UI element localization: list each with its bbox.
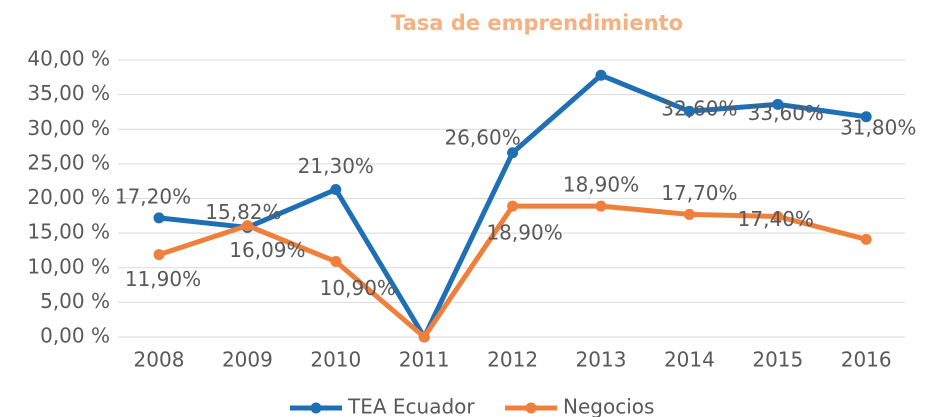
point xyxy=(683,105,695,117)
data-label: 33,60% xyxy=(748,101,824,125)
y-tick-label: 35,00 % xyxy=(27,81,110,105)
point xyxy=(330,183,342,195)
x-tick-label: 2014 xyxy=(664,348,715,372)
data-label: 18,90% xyxy=(486,221,562,245)
data-label: 17,40% xyxy=(738,207,814,231)
data-label: 16,09% xyxy=(229,238,305,262)
x-tick-label: 2010 xyxy=(310,348,361,372)
data-label: 15,82% xyxy=(205,200,281,224)
data-label: 17,20% xyxy=(115,184,191,208)
point xyxy=(595,200,607,212)
point xyxy=(153,212,165,224)
point xyxy=(330,256,342,268)
legend-marker xyxy=(310,402,322,414)
point xyxy=(595,69,607,81)
x-tick-label: 2016 xyxy=(841,348,892,372)
point xyxy=(860,233,872,245)
point xyxy=(860,111,872,123)
point xyxy=(683,208,695,220)
data-label: 32,60% xyxy=(661,97,737,121)
y-tick-label: 10,00 % xyxy=(27,254,110,278)
point xyxy=(772,211,784,223)
x-tick-label: 2013 xyxy=(576,348,627,372)
point xyxy=(153,249,165,261)
legend-label: TEA Ecuador xyxy=(347,395,475,417)
chart-title: Tasa de emprendimiento xyxy=(391,11,683,35)
point xyxy=(507,147,519,159)
legend-marker xyxy=(525,402,537,414)
x-tick-label: 2008 xyxy=(134,348,185,372)
point xyxy=(772,98,784,110)
data-label: 18,90% xyxy=(563,173,639,197)
point xyxy=(241,220,253,232)
point xyxy=(507,200,519,212)
legend-label: Negocios xyxy=(563,395,654,417)
y-tick-label: 30,00 % xyxy=(27,116,110,140)
x-tick-label: 2015 xyxy=(752,348,803,372)
data-label: 10,90% xyxy=(320,276,396,300)
x-tick-label: 2012 xyxy=(487,348,538,372)
x-tick-label: 2009 xyxy=(222,348,273,372)
data-label: 26,60% xyxy=(444,125,520,149)
data-label: 11,90% xyxy=(125,267,201,291)
point xyxy=(418,331,430,343)
y-tick-label: 25,00 % xyxy=(27,150,110,174)
data-label: 17,70% xyxy=(661,181,737,205)
y-tick-label: 15,00 % xyxy=(27,220,110,244)
y-tick-label: 0,00 % xyxy=(40,324,110,348)
y-tick-label: 40,00 % xyxy=(27,47,110,71)
data-label: 31,80% xyxy=(840,115,916,139)
x-tick-label: 2011 xyxy=(399,348,450,372)
y-tick-label: 20,00 % xyxy=(27,185,110,209)
y-tick-label: 5,00 % xyxy=(40,289,110,313)
data-label: 21,30% xyxy=(298,154,374,178)
